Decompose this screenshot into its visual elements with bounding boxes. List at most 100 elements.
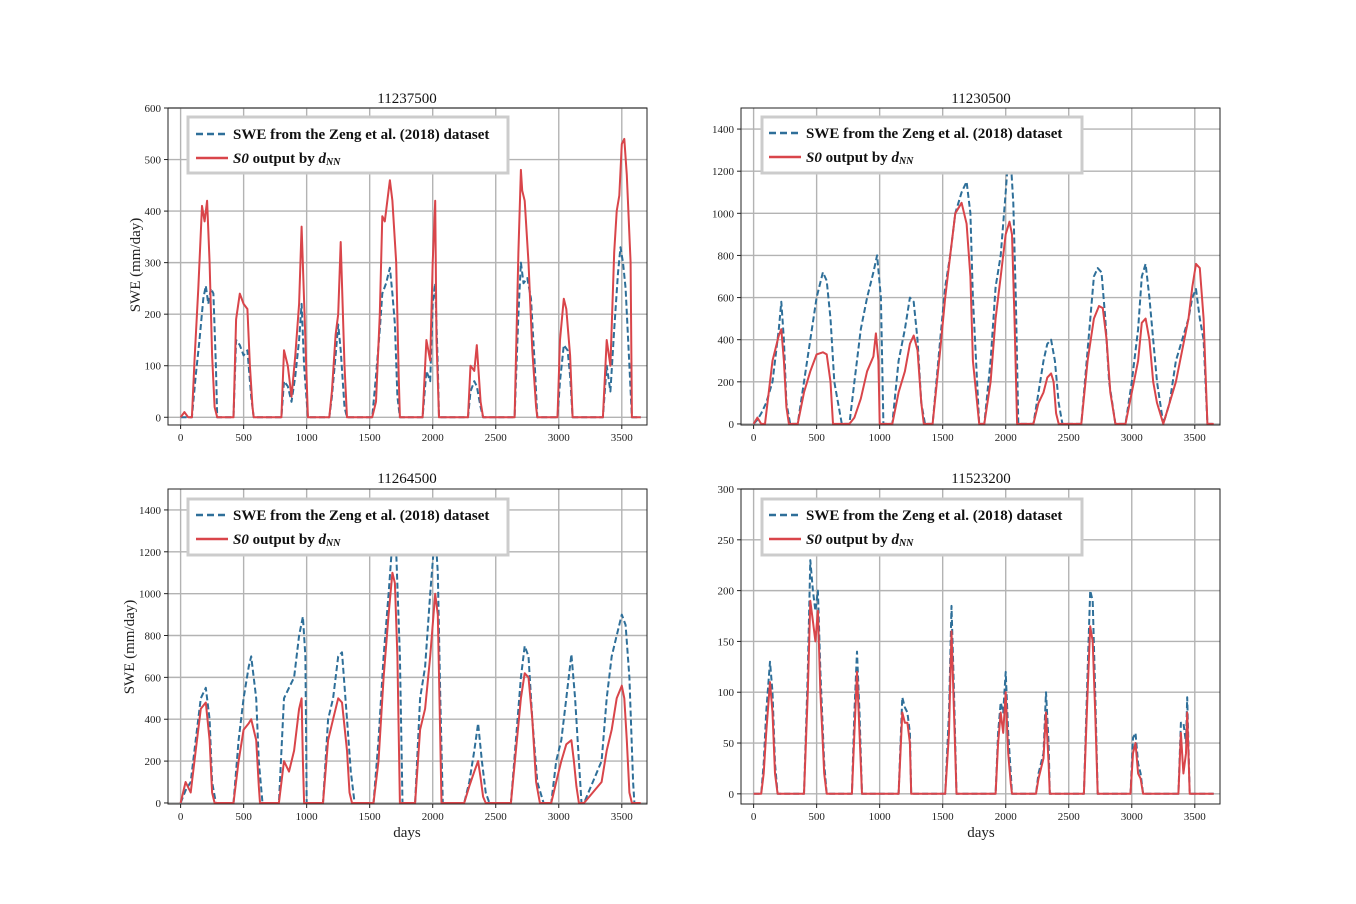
y-tick-label: 0 bbox=[729, 789, 735, 801]
x-tick-label: 2000 bbox=[422, 432, 445, 444]
x-tick-label: 500 bbox=[808, 811, 825, 823]
s0-series-line bbox=[753, 599, 1214, 795]
y-tick-label: 0 bbox=[156, 412, 162, 424]
y-tick-label: 1200 bbox=[139, 547, 162, 559]
plot-frame bbox=[740, 488, 1221, 805]
legend-swe-label: SWE from the Zeng et al. (2018) dataset bbox=[806, 508, 1062, 524]
x-tick-label: 1000 bbox=[296, 811, 319, 823]
x-tick-label: 1500 bbox=[359, 432, 382, 444]
x-tick-label: 3000 bbox=[1121, 432, 1144, 444]
subplot-11230500: 11230500 0 500 1000 1500 2000 2500 3000 3500 0 20… bbox=[712, 91, 1221, 444]
y-tick-label: 300 bbox=[718, 484, 735, 496]
y-tick-label: 400 bbox=[145, 206, 162, 218]
x-tick-label: 2500 bbox=[485, 811, 508, 823]
y-tick-label: 200 bbox=[145, 309, 162, 321]
swe-series-line bbox=[752, 138, 1214, 425]
y-tick-label: 150 bbox=[718, 636, 735, 648]
y-tick-label: 600 bbox=[145, 672, 162, 684]
x-tick-label: 3500 bbox=[1184, 811, 1207, 823]
legend-box bbox=[760, 497, 1084, 557]
x-tick-label: 1000 bbox=[869, 811, 892, 823]
x-tick-label: 2000 bbox=[422, 811, 445, 823]
s0-series-line bbox=[179, 137, 641, 419]
x-tick-label: 0 bbox=[178, 432, 184, 444]
y-tick-label: 1400 bbox=[712, 124, 735, 136]
legend-box bbox=[186, 115, 510, 175]
legend: SWE from the Zeng et al. (2018) dataset … bbox=[760, 497, 1084, 557]
y-tick-label: 1000 bbox=[712, 208, 735, 220]
legend-s0-label: S0 output by dNN bbox=[806, 150, 914, 167]
y-tick-label: 400 bbox=[718, 335, 735, 347]
x-tick-label: 2000 bbox=[995, 432, 1018, 444]
y-tick-label: 200 bbox=[718, 586, 735, 598]
x-tick-label: 2500 bbox=[1058, 811, 1081, 823]
legend-s0-label: S0 output by dNN bbox=[233, 532, 341, 549]
y-tick-label: 250 bbox=[718, 535, 735, 547]
swe-series-line bbox=[180, 246, 641, 419]
legend-swe-label: SWE from the Zeng et al. (2018) dataset bbox=[233, 127, 489, 143]
swe-series-line bbox=[179, 529, 641, 804]
y-tick-label: 200 bbox=[145, 756, 162, 768]
y-tick-label: 100 bbox=[718, 687, 735, 699]
x-tick-label: 2500 bbox=[1058, 432, 1081, 444]
y-tick-label: 600 bbox=[145, 103, 162, 115]
s0-series-line bbox=[752, 201, 1214, 425]
legend-box bbox=[186, 497, 510, 557]
legend-swe-label: SWE from the Zeng et al. (2018) dataset bbox=[233, 508, 489, 524]
plot-frame bbox=[167, 107, 648, 426]
x-tick-label: 3500 bbox=[1184, 432, 1207, 444]
x-tick-label: 0 bbox=[751, 432, 757, 444]
y-tick-label: 0 bbox=[156, 798, 162, 810]
x-tick-label: 3000 bbox=[548, 811, 571, 823]
x-tick-label: 3500 bbox=[611, 811, 634, 823]
subplot-title: 11237500 bbox=[377, 91, 436, 107]
y-tick-label: 100 bbox=[145, 361, 162, 373]
x-tick-label: 1500 bbox=[932, 811, 955, 823]
x-tick-label: 500 bbox=[808, 432, 825, 444]
x-axis-label: days bbox=[967, 825, 995, 841]
y-tick-label: 1000 bbox=[139, 589, 162, 601]
plot-frame bbox=[167, 488, 648, 805]
legend: SWE from the Zeng et al. (2018) dataset … bbox=[186, 497, 510, 557]
y-tick-label: 0 bbox=[729, 419, 735, 431]
subplot-title: 11523200 bbox=[951, 471, 1010, 487]
y-tick-label: 50 bbox=[723, 738, 735, 750]
subplot-title: 11264500 bbox=[377, 471, 436, 487]
y-tick-label: 800 bbox=[145, 631, 162, 643]
plot-frame bbox=[740, 107, 1221, 426]
y-axis-label: SWE (mm/day) bbox=[122, 600, 138, 695]
x-tick-label: 1500 bbox=[359, 811, 382, 823]
x-tick-label: 3500 bbox=[611, 432, 634, 444]
y-tick-label: 200 bbox=[718, 377, 735, 389]
x-tick-label: 1500 bbox=[932, 432, 955, 444]
legend: SWE from the Zeng et al. (2018) dataset … bbox=[186, 115, 510, 175]
y-tick-label: 800 bbox=[718, 250, 735, 262]
y-tick-label: 300 bbox=[145, 258, 162, 270]
legend-s0-label: S0 output by dNN bbox=[806, 532, 914, 549]
x-tick-label: 3000 bbox=[548, 432, 571, 444]
subplot-title: 11230500 bbox=[951, 91, 1010, 107]
x-tick-label: 0 bbox=[751, 811, 757, 823]
y-tick-label: 1400 bbox=[139, 505, 162, 517]
y-tick-label: 600 bbox=[718, 293, 735, 305]
x-tick-label: 2000 bbox=[995, 811, 1018, 823]
x-tick-label: 0 bbox=[178, 811, 184, 823]
subplot-11523200: 11523200 days 0 500 1000 1500 2000 2500 3000 35… bbox=[718, 471, 1221, 841]
legend-swe-label: SWE from the Zeng et al. (2018) dataset bbox=[806, 126, 1062, 142]
subplot-11264500: 11264500 SWE (mm/day) days 0 500 1000 1500 2… bbox=[122, 471, 648, 841]
y-tick-label: 500 bbox=[145, 155, 162, 167]
x-tick-label: 2500 bbox=[485, 432, 508, 444]
x-tick-label: 3000 bbox=[1121, 811, 1144, 823]
y-axis-label: SWE (mm/day) bbox=[128, 218, 144, 313]
legend-s0-label: S0 output by dNN bbox=[233, 151, 341, 168]
s0-series-line bbox=[179, 571, 641, 804]
x-tick-label: 1000 bbox=[869, 432, 892, 444]
y-tick-label: 400 bbox=[145, 714, 162, 726]
y-tick-label: 1200 bbox=[712, 166, 735, 178]
legend-box bbox=[760, 115, 1084, 175]
x-tick-label: 500 bbox=[235, 432, 252, 444]
x-tick-label: 500 bbox=[235, 811, 252, 823]
x-tick-label: 1000 bbox=[296, 432, 319, 444]
legend: SWE from the Zeng et al. (2018) dataset … bbox=[760, 115, 1084, 175]
